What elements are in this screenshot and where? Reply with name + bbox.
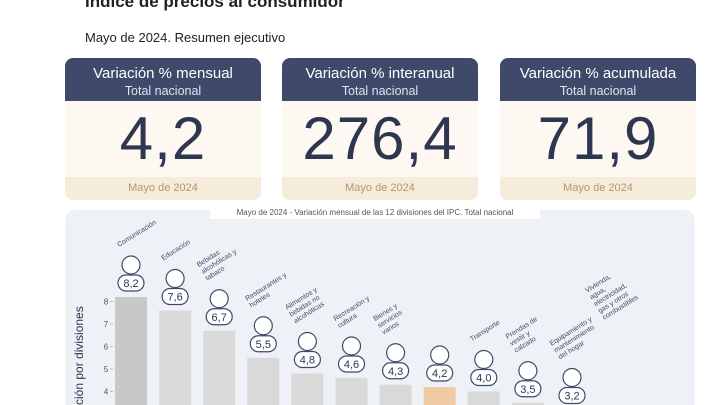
bar xyxy=(511,402,544,405)
y-tick-label: 4 xyxy=(104,388,109,397)
value-label: 4,8 xyxy=(300,355,315,367)
value-label: 8,2 xyxy=(123,278,138,290)
kpi-card: Variación % acumulada Total nacional 71,9 M… xyxy=(500,58,696,200)
value-badge xyxy=(161,287,189,306)
value-badge xyxy=(293,350,321,369)
icon xyxy=(297,331,317,352)
bar xyxy=(159,310,192,405)
value-label: 6,7 xyxy=(212,312,227,324)
value-label: 5,5 xyxy=(256,339,271,351)
card-subtitle: Total nacional xyxy=(559,84,637,98)
bar xyxy=(423,387,456,405)
card-subtitle: Total nacional xyxy=(124,84,202,98)
icon xyxy=(430,345,450,365)
page-subtitle: Mayo de 2024. Resumen ejecutivo xyxy=(85,30,286,45)
value-label: 4,0 xyxy=(476,373,491,385)
icon xyxy=(562,367,582,388)
bar xyxy=(379,384,412,405)
card-value: 4,2 xyxy=(119,105,207,172)
bar xyxy=(467,391,500,405)
icon xyxy=(518,361,538,381)
value-label: 3,5 xyxy=(520,384,535,396)
bar xyxy=(291,373,324,405)
y-tick-label: 7 xyxy=(104,320,109,329)
y-tick-label: 5 xyxy=(104,365,109,374)
bar xyxy=(247,357,280,405)
value-label: 4,6 xyxy=(344,359,359,371)
card-footer: Mayo de 2024 xyxy=(500,177,696,200)
value-badge xyxy=(337,355,366,373)
value-badge xyxy=(382,362,410,380)
icon xyxy=(341,336,362,356)
y-tick-label: 8 xyxy=(104,298,109,307)
card-title: Variación % acumulada xyxy=(519,65,677,82)
value-badge xyxy=(558,386,586,405)
value-badge xyxy=(249,335,277,353)
value-label: 3,2 xyxy=(564,391,579,403)
y-axis-label: ción por divisiones xyxy=(72,306,86,405)
kpi-card: Variación % interanual Total nacional 276,… xyxy=(282,58,478,200)
value-badge xyxy=(205,308,233,326)
icon xyxy=(209,289,229,309)
card-value: 276,4 xyxy=(302,105,458,172)
bar xyxy=(335,378,368,405)
card-title: Variación % mensual xyxy=(93,65,233,82)
icon xyxy=(121,255,141,275)
card-header: Variación % mensual Total nacional xyxy=(65,58,261,101)
y-tick-label: 6 xyxy=(104,343,109,352)
page-title: Índice de precios al consumidor xyxy=(85,0,345,11)
card-header: Variación % interanual Total nacional xyxy=(282,58,478,101)
card-header: Variación % acumulada Total nacional xyxy=(500,58,696,101)
card-footer: Mayo de 2024 xyxy=(65,177,261,200)
chart-title: Mayo de 2024 - Variación mensual de las … xyxy=(237,208,514,217)
value-badge xyxy=(470,368,498,387)
icon xyxy=(165,268,185,289)
kpi-card: Variación % mensual Total nacional 4,2 Mayo… xyxy=(65,58,261,200)
value-badge xyxy=(117,274,145,292)
value-label: 4,3 xyxy=(388,366,403,378)
icon xyxy=(474,349,494,370)
bar xyxy=(115,297,147,405)
card-subtitle: Total nacional xyxy=(341,84,419,98)
value-badge xyxy=(514,380,542,398)
icon xyxy=(386,343,406,363)
value-label: 7,6 xyxy=(167,292,182,304)
value-label: 4,2 xyxy=(432,368,447,380)
icon xyxy=(253,316,273,336)
card-value: 71,9 xyxy=(537,105,659,172)
card-title: Variación % interanual xyxy=(305,65,455,82)
bar xyxy=(203,330,236,405)
card-footer: Mayo de 2024 xyxy=(282,177,478,200)
value-badge xyxy=(426,364,454,382)
chart-title-bg xyxy=(210,205,540,219)
